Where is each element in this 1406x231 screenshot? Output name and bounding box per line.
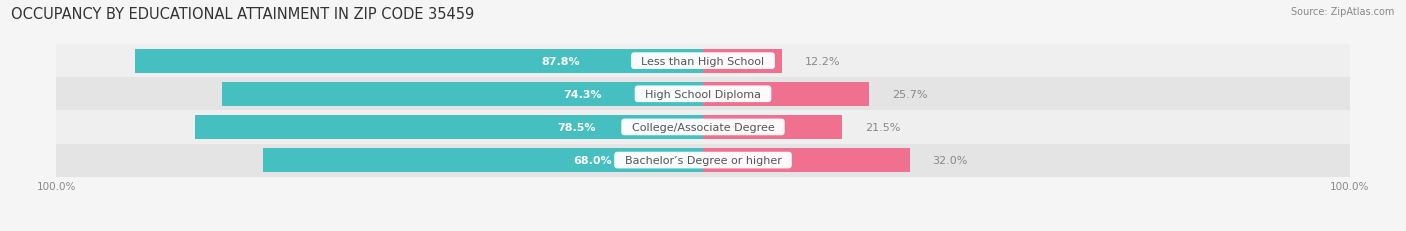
Text: 21.5%: 21.5%	[865, 122, 900, 132]
Bar	[703, 149, 910, 172]
Bar	[56, 144, 1350, 177]
Bar	[195, 116, 703, 139]
Bar	[56, 45, 1350, 78]
Text: 74.3%: 74.3%	[564, 89, 602, 99]
Bar	[263, 149, 703, 172]
Text: Bachelor’s Degree or higher: Bachelor’s Degree or higher	[617, 155, 789, 165]
Text: Less than High School: Less than High School	[634, 56, 772, 66]
Bar	[703, 116, 842, 139]
Bar	[703, 82, 869, 106]
Bar	[703, 49, 782, 73]
Bar	[222, 82, 703, 106]
Text: OCCUPANCY BY EDUCATIONAL ATTAINMENT IN ZIP CODE 35459: OCCUPANCY BY EDUCATIONAL ATTAINMENT IN Z…	[11, 7, 474, 22]
Bar	[135, 49, 703, 73]
Text: Source: ZipAtlas.com: Source: ZipAtlas.com	[1291, 7, 1395, 17]
Text: 25.7%: 25.7%	[891, 89, 928, 99]
Bar	[56, 111, 1350, 144]
Text: High School Diploma: High School Diploma	[638, 89, 768, 99]
Text: 12.2%: 12.2%	[804, 56, 839, 66]
Text: 68.0%: 68.0%	[574, 155, 613, 165]
Text: 78.5%: 78.5%	[557, 122, 595, 132]
Text: 87.8%: 87.8%	[541, 56, 581, 66]
Text: 32.0%: 32.0%	[932, 155, 967, 165]
Bar	[56, 78, 1350, 111]
Text: College/Associate Degree: College/Associate Degree	[624, 122, 782, 132]
